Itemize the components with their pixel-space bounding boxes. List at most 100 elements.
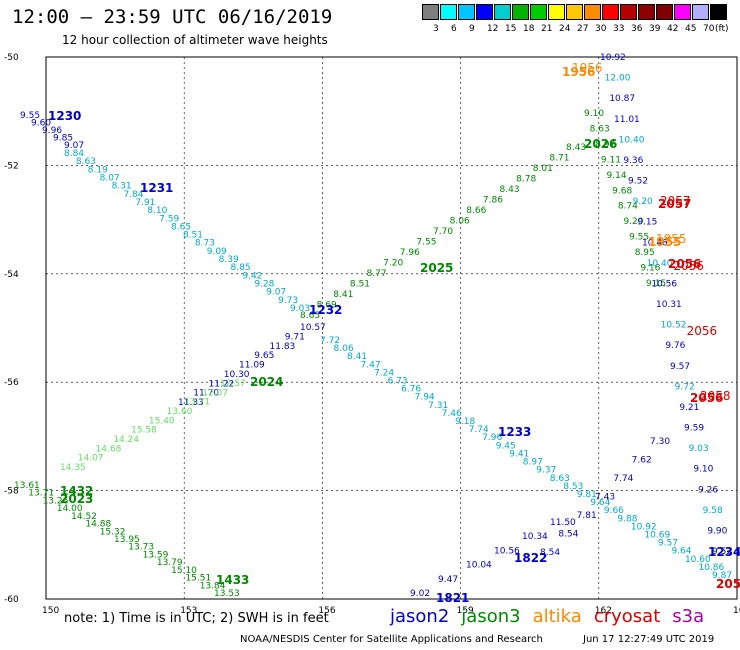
pass-time-label: 1234 (708, 545, 740, 559)
wave-height-value: 11.70 (193, 389, 219, 399)
color-scale-label: 18 (523, 24, 535, 34)
wave-height-value: 8.41 (347, 352, 367, 362)
wave-height-value: 9.36 (623, 156, 643, 166)
wave-height-value: 7.96 (400, 248, 420, 258)
wave-height-value: 13.61 (14, 481, 40, 491)
pass-time-label: 1433 (216, 573, 249, 587)
wave-height-value: 9.64 (590, 498, 610, 508)
timestamp: Jun 17 12:27:49 UTC 2019 (583, 634, 715, 645)
wave-height-value: 7.47 (361, 360, 381, 370)
wave-height-value: 8.39 (219, 255, 239, 265)
wave-height-value: 14.68 (96, 444, 122, 454)
wave-height-value: 9.64 (671, 547, 691, 557)
color-scale-label: 12 (487, 24, 499, 34)
wave-height-value: 9.09 (207, 247, 227, 257)
wave-height-value: 8.95 (635, 248, 655, 258)
wave-height-value: 10.87 (609, 94, 635, 104)
color-swatch (638, 4, 655, 20)
wave-height-value: 11.09 (239, 361, 265, 371)
wave-height-value: 2057 (660, 194, 691, 208)
wave-height-value: 14.52 (71, 512, 97, 522)
color-swatch (494, 4, 511, 20)
wave-height-value: 8.43 (500, 185, 520, 195)
pass-time-label: 1956 (562, 65, 595, 79)
wave-height-value: 8.78 (516, 175, 536, 185)
wave-height-value: 7.70 (433, 227, 453, 237)
wave-height-value: 9.07 (64, 141, 84, 151)
color-scale-label: 30 (595, 24, 607, 34)
wave-height-value: 9.87 (712, 571, 732, 581)
wave-height-value: 9.41 (509, 449, 529, 459)
longitude-tick-label: 162 (595, 606, 612, 616)
pass-time-label: 1821 (436, 591, 469, 605)
wave-height-value: 9.88 (617, 514, 637, 524)
wave-height-value: 8.97 (523, 458, 543, 468)
pass-time-label: 1233 (498, 425, 531, 439)
wave-height-value: 9.52 (712, 547, 732, 557)
wave-height-value: 9.58 (703, 506, 723, 516)
wave-height-value: 10.31 (656, 300, 682, 310)
wave-height-value: 14.88 (85, 520, 111, 530)
color-scale-label: 27 (577, 24, 589, 34)
latitude-tick-label: -58 (4, 487, 19, 497)
wave-height-value: 2056 (673, 259, 704, 273)
color-swatch (656, 4, 673, 20)
wave-height-value: 9.96 (42, 126, 62, 136)
wave-height-value: 7.74 (613, 474, 633, 484)
wave-height-value: 15.10 (171, 566, 197, 576)
latitude-tick-label: -54 (4, 270, 19, 280)
wave-height-value: 9.20 (623, 217, 643, 227)
legend-entry: altika (532, 606, 582, 627)
color-scale-label: 21 (541, 24, 553, 34)
pass-time-label: 1432 (60, 484, 93, 498)
wave-height-value: 7.84 (123, 190, 143, 200)
wave-height-value: 8.51 (183, 231, 203, 241)
color-swatch (548, 4, 565, 20)
satellite-legend: jason2 jason3 altika cryosat s3a (390, 606, 716, 627)
wave-height-value: 1955 (656, 232, 687, 246)
color-scale-label: 3 (433, 24, 439, 34)
wave-height-value: 9.20 (633, 197, 653, 207)
wave-height-value: 9.18 (455, 417, 475, 427)
wave-height-value: 10.04 (466, 561, 492, 571)
color-scale-label: 70 (703, 24, 715, 34)
wave-height-value: 8.85 (231, 263, 251, 273)
wave-height-value: 13.59 (143, 550, 169, 560)
wave-height-value: 13.79 (157, 558, 183, 568)
wave-height-value: 13.71 (28, 489, 54, 499)
wave-height-value: 11.50 (550, 518, 576, 528)
wave-height-value: 8.54 (540, 548, 560, 558)
wave-height-value: 9.68 (612, 186, 632, 196)
wave-height-value: 9.60 (31, 119, 51, 129)
longitude-tick-label: 156 (318, 606, 335, 616)
wave-height-value: 7.30 (650, 437, 670, 447)
wave-height-value: 10.34 (522, 532, 548, 542)
longitude-tick-label: 159 (457, 606, 474, 616)
wave-height-value: 6.76 (401, 385, 421, 395)
wave-height-value: 8.69 (317, 301, 337, 311)
wave-height-value: 8.63 (76, 157, 96, 167)
latitude-tick-label: -60 (4, 595, 19, 605)
wave-height-value: 9.76 (665, 341, 685, 351)
wave-height-value: 8.54 (558, 530, 578, 540)
wave-height-value: 8.41 (333, 290, 353, 300)
wave-height-value: 15.32 (100, 527, 126, 537)
wave-height-value: 8.01 (533, 164, 553, 174)
wave-height-value: 9.73 (278, 296, 298, 306)
color-scale-unit: (ft) (715, 24, 729, 34)
wave-height-value: 9.15 (646, 279, 666, 289)
wave-height-value: 9.14 (607, 171, 627, 181)
wave-height-value: 8.97 (595, 140, 615, 150)
pass-time-label: 1230 (48, 109, 81, 123)
wave-height-value: 7.94 (415, 393, 435, 403)
wave-height-value: 9.85 (53, 134, 73, 144)
wave-height-value: 7.59 (159, 214, 179, 224)
wave-height-value: 11.01 (614, 115, 640, 125)
wave-height-value: 13.26 (43, 496, 69, 506)
wave-height-value: 10.30 (224, 370, 250, 380)
wave-height-value: 7.24 (374, 368, 394, 378)
wave-height-value: 15.51 (185, 574, 211, 584)
wave-height-value: 7.55 (416, 238, 436, 248)
latitude-tick-label: -52 (4, 161, 19, 171)
